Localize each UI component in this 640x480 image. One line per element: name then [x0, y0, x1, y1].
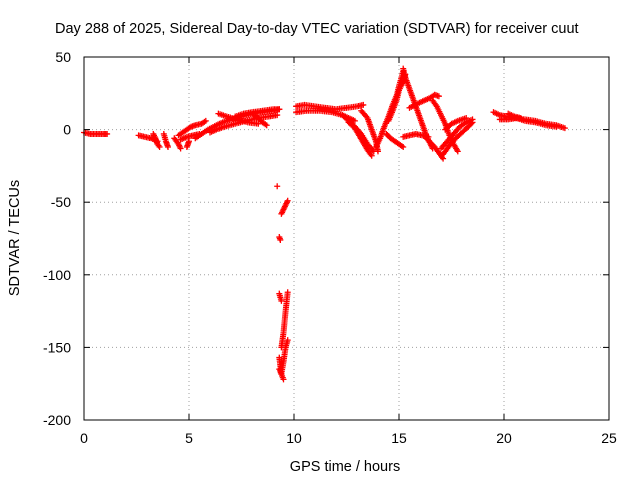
- data-point: [277, 236, 284, 243]
- y-tick-label: -150: [43, 339, 71, 355]
- data-point: [400, 144, 407, 151]
- data-point: [360, 101, 367, 108]
- data-point: [177, 145, 184, 152]
- data-series-sdtvar: [81, 65, 568, 383]
- x-tick-label: 25: [601, 430, 617, 446]
- data-point: [274, 183, 281, 190]
- data-point: [276, 106, 283, 113]
- y-tick-label: 0: [63, 122, 71, 138]
- plot-frame: [83, 56, 610, 421]
- data-point: [375, 148, 381, 155]
- data-point: [255, 120, 262, 127]
- data-point: [104, 130, 111, 137]
- chart-title: Day 288 of 2025, Sidereal Day-to-day VTE…: [55, 21, 579, 37]
- y-tick-label: -200: [43, 412, 71, 428]
- x-tick-label: 5: [185, 430, 193, 446]
- data-point: [468, 120, 475, 127]
- x-tick-label: 0: [80, 430, 88, 446]
- data-point: [186, 138, 192, 145]
- data-point: [263, 122, 270, 129]
- x-tick-label: 15: [391, 430, 407, 446]
- x-tick-label: 10: [286, 430, 302, 446]
- data-point: [156, 144, 163, 151]
- y-axis-label: SDTVAR / TECUs: [7, 180, 23, 296]
- data-point: [165, 144, 171, 151]
- data-point: [435, 93, 442, 100]
- data-point: [202, 117, 209, 124]
- y-tick-label: -50: [51, 194, 71, 210]
- data-point: [284, 337, 291, 344]
- data-point: [561, 125, 568, 132]
- data-point: [463, 114, 470, 121]
- data-point: [278, 297, 285, 304]
- data-point: [368, 152, 375, 159]
- x-axis-label: GPS time / hours: [290, 459, 400, 475]
- data-point: [454, 148, 461, 155]
- data-point: [280, 376, 287, 383]
- data-point: [469, 119, 476, 126]
- axis-ticks: 0 5 10 15 20 25 50 0 -50 -100 -150 -200: [43, 49, 617, 446]
- data-point: [553, 123, 560, 130]
- data-point: [351, 117, 358, 124]
- x-tick-label: 20: [496, 430, 512, 446]
- y-tick-label: 50: [55, 49, 71, 65]
- data-point: [284, 289, 291, 296]
- y-tick-label: -100: [43, 267, 71, 283]
- data-point: [284, 197, 291, 204]
- grid-lines: [84, 57, 609, 420]
- data-point: [517, 114, 524, 121]
- data-point: [274, 112, 281, 119]
